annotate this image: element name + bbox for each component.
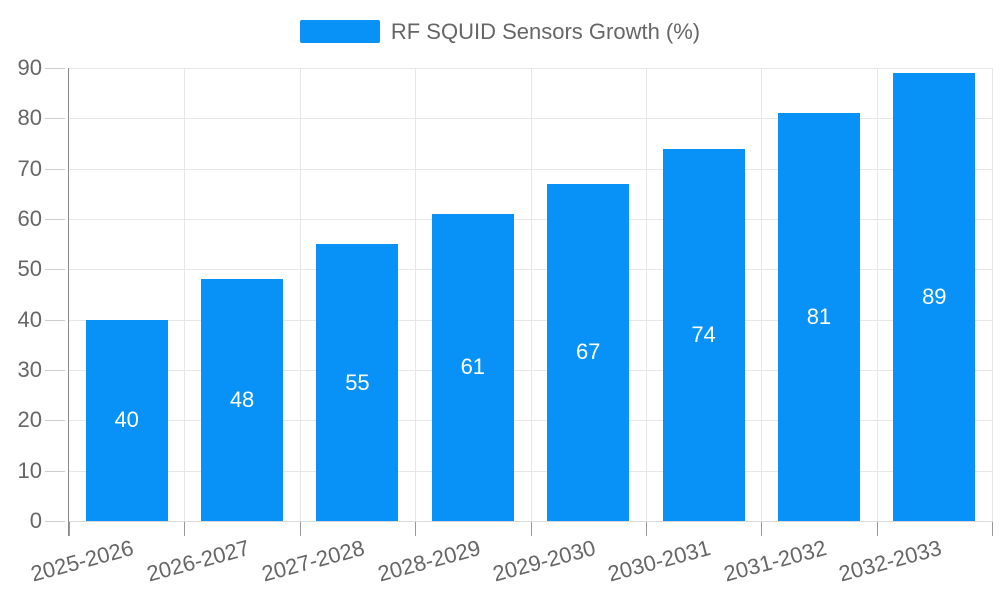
y-axis-tick-label: 70 [17,155,42,181]
gridline-vertical [530,68,532,521]
bar-value-label: 67 [575,339,601,365]
bar-value-label: 61 [460,354,486,380]
bar-value-label: 74 [691,321,716,347]
gridline-vertical [992,68,993,521]
y-axis-tick-label: 30 [17,357,42,382]
bar[interactable] [547,183,630,521]
x-axis-tick [184,521,186,536]
x-axis-tick [530,521,532,536]
y-axis-tick-label: 90 [17,55,42,80]
y-axis-tick-label: 20 [17,407,42,433]
y-axis-tick-label: 60 [17,206,42,231]
y-axis-tick-label: 80 [17,105,42,131]
bar-value-label: 55 [345,369,370,395]
x-axis-tick [992,521,993,536]
gridline-vertical [645,68,647,521]
y-axis-tick [45,118,65,120]
x-axis-tick [645,521,647,536]
legend-label: RF SQUID Sensors Growth (%) [390,18,701,44]
x-axis-line [69,521,993,522]
y-axis-tick-label: 50 [17,256,42,282]
bar[interactable] [662,148,745,521]
legend[interactable]: RF SQUID Sensors Growth (%) [0,20,1000,43]
gridline-vertical [415,68,417,521]
x-axis-tick-label: 2032-2033 [836,535,945,587]
x-axis-tick-label: 2028-2029 [374,535,483,587]
y-axis-tick [45,269,65,271]
x-axis-tick-label: 2030-2031 [605,535,714,587]
gridline-vertical [761,68,763,521]
x-axis-tick [876,521,878,536]
bar-value-label: 89 [922,284,947,310]
x-axis-tick-label: 2031-2032 [720,535,829,587]
y-axis-tick [45,219,65,220]
y-axis-line [68,68,69,536]
bar[interactable] [201,279,284,521]
bar[interactable] [85,319,168,521]
gridline-vertical [876,68,878,521]
y-axis-tick-label: 0 [29,508,42,533]
y-axis-tick [45,319,65,321]
x-axis-tick [415,521,417,536]
x-axis-tick [299,521,301,536]
x-axis-tick-label: 2026-2027 [143,535,253,587]
y-axis-tick [45,521,65,522]
y-axis-tick [45,420,65,422]
bar[interactable] [431,213,514,521]
bar-value-label: 40 [114,407,139,433]
bar[interactable] [893,73,976,521]
y-axis-tick-label: 10 [17,457,42,483]
y-axis-tick [45,370,65,371]
gridline-vertical [184,68,186,521]
bar-value-label: 48 [229,387,255,413]
x-axis-tick [69,521,70,536]
x-axis-tick-label: 2025-2026 [28,535,137,587]
bar-value-label: 81 [806,304,832,330]
legend-swatch [299,20,380,43]
y-axis-tick [45,470,65,472]
x-axis-tick [761,521,763,536]
x-axis-tick-label: 2027-2028 [259,535,368,587]
bar[interactable] [316,244,399,521]
y-axis-tick [45,168,65,170]
y-axis-tick-label: 40 [17,306,42,332]
x-axis-tick-label: 2029-2030 [490,535,599,587]
gridline-vertical [299,68,301,521]
y-axis-tick [45,68,65,69]
bar[interactable] [777,113,860,521]
